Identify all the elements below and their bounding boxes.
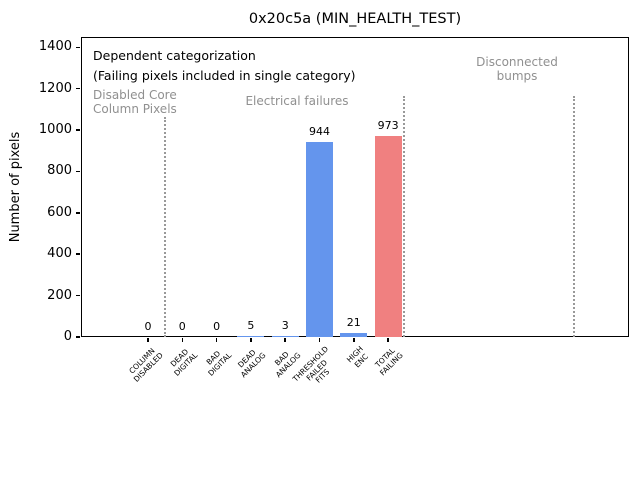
y-tick-label: 0 [63, 329, 72, 344]
x-tick-mark [181, 338, 184, 342]
x-tick-label: HIGH ENC [344, 344, 370, 370]
x-tick-mark [353, 338, 355, 342]
y-tick-mark [76, 87, 80, 90]
y-tick-label: 1200 [38, 80, 72, 96]
bar-value-label: 21 [346, 316, 361, 329]
x-tick-label: BAD DIGITAL [204, 348, 234, 378]
bar [374, 136, 402, 337]
x-tick-label: DEAD ANALOG [236, 347, 268, 379]
bar-value-label: 973 [377, 119, 399, 132]
bar [271, 336, 299, 337]
bar [340, 333, 368, 337]
y-tick-mark [76, 253, 80, 255]
bar [306, 142, 333, 337]
group-label: Disconnected bumps [476, 55, 558, 83]
bar [237, 336, 265, 337]
annotation-failing-pixels-note: (Failing pixels included in single categ… [93, 68, 356, 83]
y-tick-label: 600 [47, 204, 72, 220]
bar-value-label: 944 [309, 125, 330, 138]
x-tick-mark [250, 338, 252, 342]
x-tick-mark [318, 338, 321, 342]
x-tick-mark [147, 338, 149, 342]
chart-title: 0x20c5a (MIN_HEALTH_TEST) [248, 11, 462, 27]
bar-value-label: 0 [144, 320, 152, 333]
y-tick-mark [76, 212, 80, 214]
x-tick-label: COLUMN DISABLED [127, 346, 165, 384]
bar-value-label: 3 [281, 319, 289, 332]
y-tick-mark [76, 170, 80, 173]
bar-value-label: 0 [213, 320, 221, 333]
y-tick-label: 200 [47, 287, 72, 303]
bar-value-label: 5 [247, 319, 255, 332]
annotation-dependent-categorization: Dependent categorization [93, 48, 256, 63]
y-tick-label: 400 [47, 246, 72, 262]
separator-line [572, 96, 575, 337]
y-tick-mark [76, 129, 80, 131]
bar-value-label: 0 [178, 320, 186, 333]
x-tick-label: TOTAL FAILING [373, 346, 405, 378]
y-tick-label: 800 [47, 163, 72, 179]
separator-line [163, 117, 166, 337]
y-tick-mark [76, 336, 80, 338]
x-tick-mark [284, 338, 286, 342]
x-tick-mark [387, 338, 389, 342]
group-label: Disabled Core Column Pixels [93, 88, 177, 116]
x-tick-label: DEAD DIGITAL [168, 347, 199, 378]
separator-line [402, 96, 405, 337]
x-tick-mark [215, 338, 218, 342]
y-tick-mark [76, 46, 80, 49]
y-tick-label: 1400 [38, 39, 72, 55]
y-tick-mark [76, 294, 80, 297]
group-label: Electrical failures [245, 94, 349, 108]
y-tick-label: 1000 [38, 122, 72, 138]
